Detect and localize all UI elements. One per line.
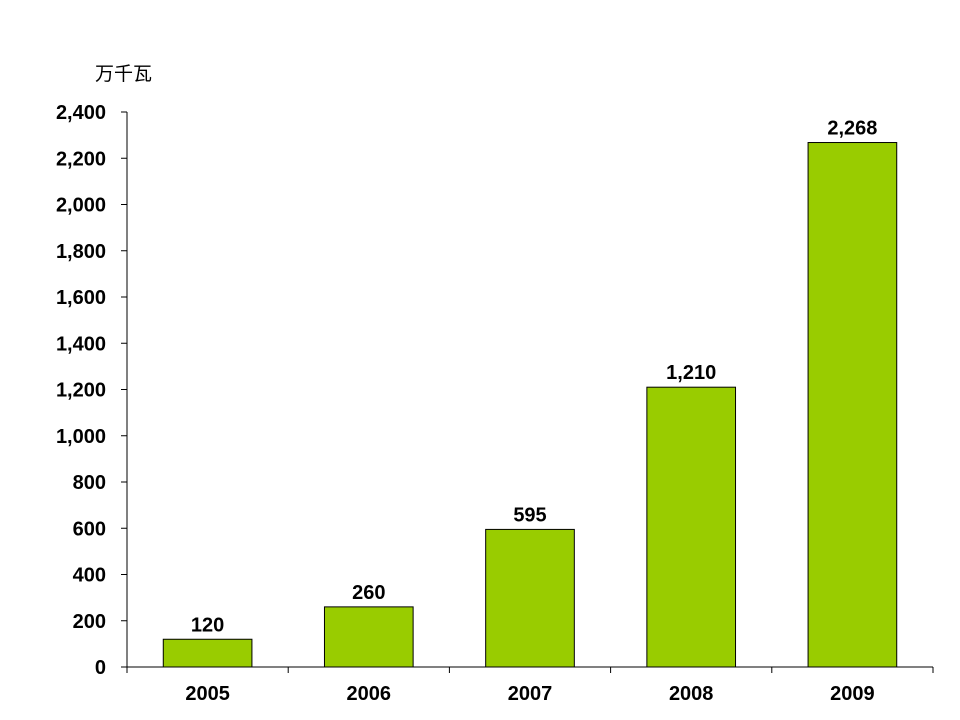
y-tick-label: 2,400 <box>56 102 106 124</box>
y-tick-label: 800 <box>73 472 106 494</box>
bar-value-label-2005: 120 <box>191 614 224 636</box>
bar-2009 <box>807 142 898 668</box>
y-tick-label: 2,000 <box>56 195 106 217</box>
y-tick-label: 1,800 <box>56 241 106 263</box>
x-tick-label-2005: 2005 <box>185 683 230 705</box>
bar-data-labels: 120 260 595 1,210 2,268 <box>191 118 878 637</box>
y-tick-label: 1,200 <box>56 380 106 402</box>
x-axis-ticks: 2005 2006 2007 2008 2009 <box>126 667 934 705</box>
bar-2007 <box>485 528 575 668</box>
bar-2005 <box>162 638 253 668</box>
bar-2006 <box>323 606 414 668</box>
x-tick-label-2007: 2007 <box>508 683 553 705</box>
y-tick-label: 0 <box>95 657 106 679</box>
y-tick-label: 600 <box>73 518 106 540</box>
x-tick-label-2009: 2009 <box>830 683 875 705</box>
bar-value-label-2009: 2,268 <box>827 118 877 140</box>
y-axis-unit-label: 万千瓦 <box>95 63 152 85</box>
bar-value-label-2008: 1,210 <box>666 362 716 384</box>
y-tick-label: 1,600 <box>56 287 106 309</box>
x-tick-label-2008: 2008 <box>669 683 714 705</box>
y-tick-label: 2,200 <box>56 148 106 170</box>
bar-2008 <box>646 386 737 668</box>
y-axis-ticks: 0 200 400 600 800 1,000 1,200 1,400 1,600 1,800 2,… <box>56 102 127 679</box>
x-tick-label-2006: 2006 <box>347 683 392 705</box>
y-tick-label: 1,400 <box>56 333 106 355</box>
bar-value-label-2007: 595 <box>513 504 546 526</box>
bar-value-label-2006: 260 <box>352 582 385 604</box>
y-tick-label: 400 <box>73 565 106 587</box>
y-tick-label: 200 <box>73 611 106 633</box>
y-tick-label: 1,000 <box>56 426 106 448</box>
bars <box>162 142 898 668</box>
